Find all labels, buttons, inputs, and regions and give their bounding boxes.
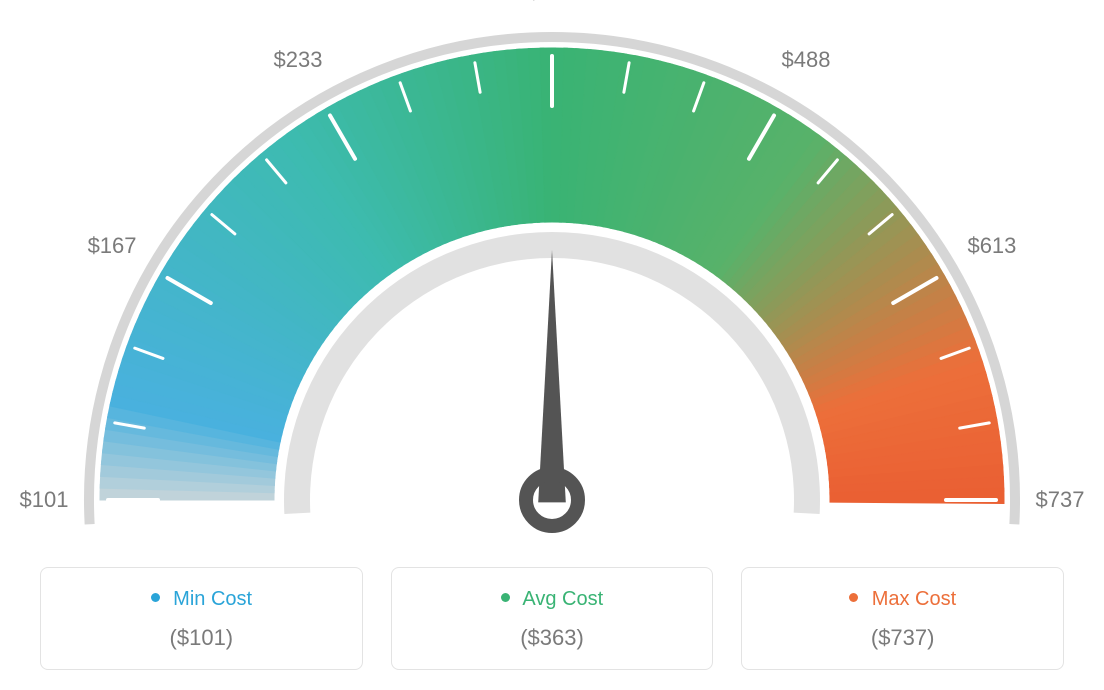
avg-cost-label: Avg Cost: [522, 588, 603, 610]
gauge-chart: $101 $167 $233 $363 $488 $613 $737: [0, 0, 1104, 560]
legend-row: Min Cost ($101) Avg Cost ($363) Max Cost…: [40, 567, 1064, 670]
gauge-svg: [0, 0, 1104, 560]
min-cost-card: Min Cost ($101): [40, 567, 363, 670]
min-cost-title: Min Cost: [51, 588, 352, 611]
max-cost-title: Max Cost: [752, 588, 1053, 611]
gauge-tick-label: $488: [782, 47, 831, 73]
gauge-tick-label: $233: [274, 47, 323, 73]
max-bullet-icon: [849, 593, 858, 602]
avg-bullet-icon: [501, 593, 510, 602]
min-cost-value: ($101): [51, 625, 352, 651]
max-cost-value: ($737): [752, 625, 1053, 651]
gauge-tick-label: $613: [967, 233, 1016, 259]
gauge-tick-label: $737: [1036, 487, 1085, 513]
max-cost-label: Max Cost: [872, 588, 956, 610]
avg-cost-title: Avg Cost: [402, 588, 703, 611]
max-cost-card: Max Cost ($737): [741, 567, 1064, 670]
gauge-tick-label: $363: [528, 0, 577, 5]
avg-cost-card: Avg Cost ($363): [391, 567, 714, 670]
gauge-tick-label: $167: [88, 233, 137, 259]
min-cost-label: Min Cost: [173, 588, 252, 610]
avg-cost-value: ($363): [402, 625, 703, 651]
min-bullet-icon: [151, 593, 160, 602]
gauge-tick-label: $101: [20, 487, 69, 513]
